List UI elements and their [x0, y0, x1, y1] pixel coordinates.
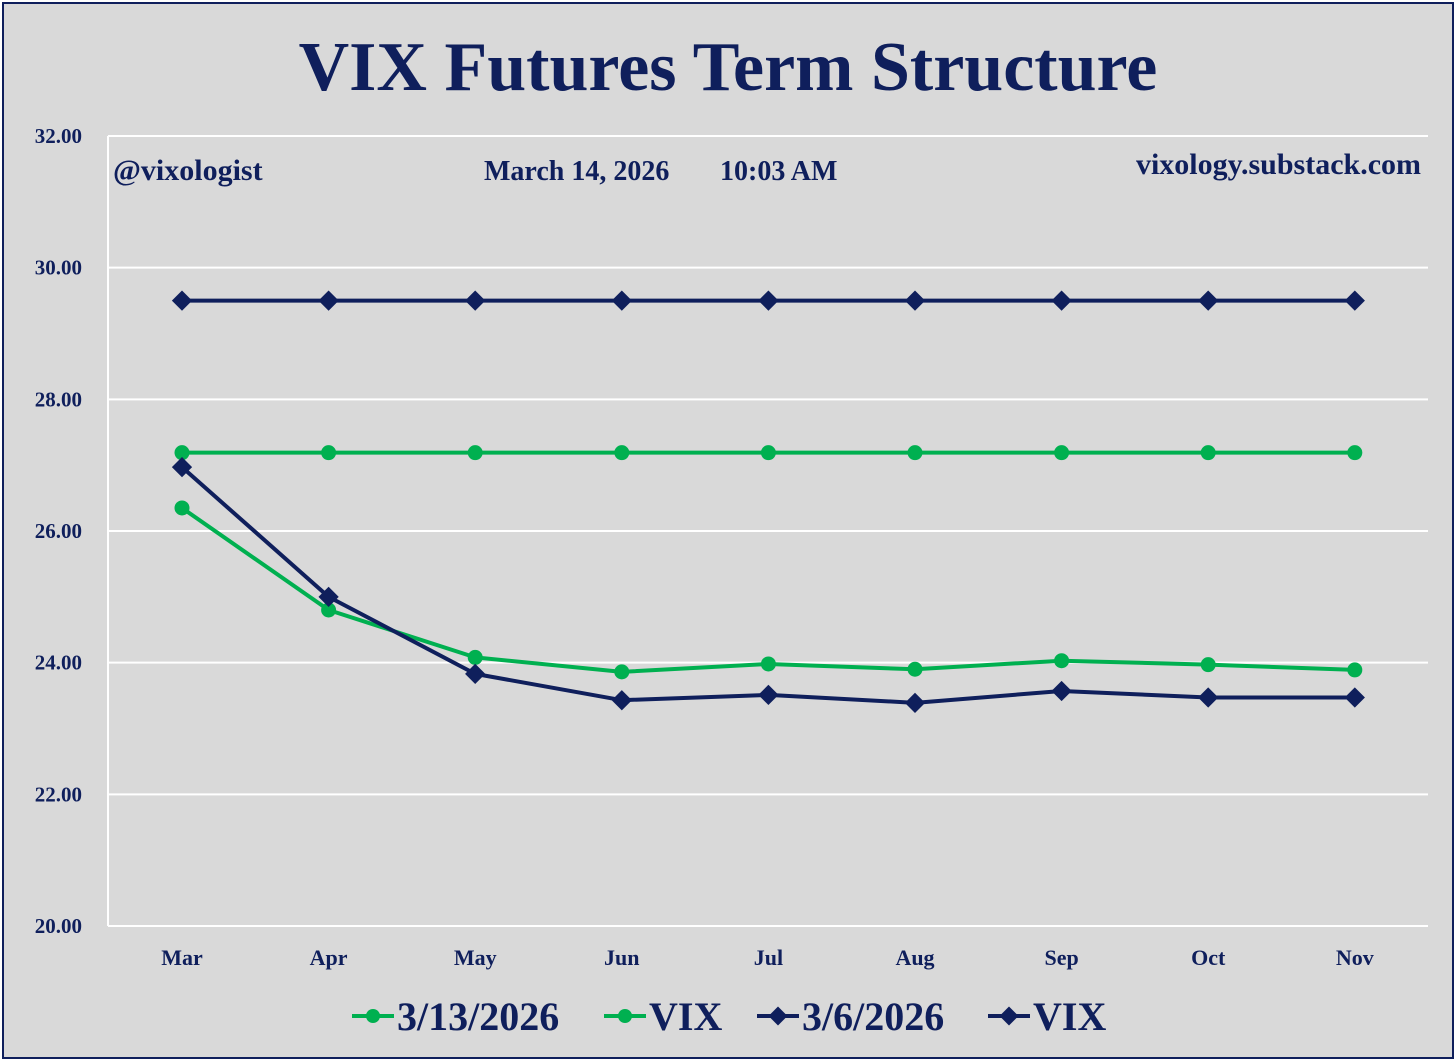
data-point	[614, 664, 630, 680]
series-1	[174, 445, 1363, 461]
annotation-site: vixology.substack.com	[1136, 148, 1421, 181]
data-point	[321, 602, 337, 618]
data-point	[758, 290, 779, 311]
x-axis: Mar Apr May Jun Jul Aug Sep Oct Nov	[161, 945, 1374, 970]
data-point	[1054, 653, 1070, 669]
data-point	[1347, 445, 1363, 461]
y-tick-label: 20.00	[35, 914, 82, 938]
data-point	[1198, 687, 1219, 708]
y-tick-label: 28.00	[35, 387, 82, 411]
series-3	[171, 290, 1365, 311]
data-point	[321, 445, 337, 461]
data-point	[1344, 290, 1365, 311]
series-layer	[171, 290, 1365, 713]
series-2	[171, 457, 1365, 713]
legend-swatch-marker	[366, 1009, 380, 1023]
data-point	[1200, 445, 1216, 461]
data-point	[760, 656, 776, 672]
data-point	[171, 290, 193, 311]
data-point	[467, 649, 483, 665]
data-point	[318, 290, 339, 311]
data-point	[611, 690, 632, 711]
data-point	[1051, 680, 1072, 702]
x-tick-label: Oct	[1191, 945, 1226, 970]
legend-item: 3/13/2026	[352, 994, 559, 1039]
annotation-date: March 14, 2026	[484, 156, 669, 187]
annotations: @vixologist March 14, 2026 10:03 AM vixo…	[113, 148, 1421, 187]
legend-item: VIX	[988, 994, 1106, 1039]
legend-swatch-marker	[999, 1006, 1019, 1026]
legend: 3/13/2026 VIX 3/6/2026 VIX	[352, 994, 1106, 1039]
data-point	[174, 445, 190, 461]
data-point	[1051, 290, 1072, 311]
data-point	[467, 445, 483, 461]
x-tick-label: Jun	[604, 945, 639, 970]
legend-label: VIX	[1033, 994, 1106, 1039]
data-point	[907, 445, 923, 461]
data-point	[171, 457, 193, 478]
data-point	[760, 445, 776, 461]
x-tick-label: Sep	[1044, 945, 1078, 970]
series-0	[174, 500, 1363, 680]
x-tick-label: Jul	[754, 945, 783, 970]
y-tick-label: 24.00	[35, 651, 82, 675]
legend-swatch-marker	[768, 1006, 788, 1026]
x-tick-label: Mar	[161, 945, 203, 970]
annotation-time: 10:03 AM	[720, 156, 837, 187]
series-line	[180, 506, 1355, 674]
data-point	[611, 290, 632, 311]
legend-label: 3/6/2026	[802, 994, 944, 1039]
legend-swatch-marker	[618, 1009, 632, 1023]
data-point	[904, 290, 926, 311]
data-point	[1347, 662, 1363, 678]
y-axis: 20.00 22.00 24.00 26.00 28.00 30.00 32.00	[35, 124, 82, 938]
annotation-handle: @vixologist	[113, 154, 263, 187]
legend-item: VIX	[604, 994, 722, 1039]
x-tick-label: Aug	[895, 945, 934, 970]
legend-label: 3/13/2026	[397, 994, 559, 1039]
y-tick-label: 22.00	[35, 782, 82, 806]
legend-label: VIX	[649, 994, 722, 1039]
y-tick-label: 32.00	[35, 124, 82, 148]
data-point	[318, 586, 339, 607]
data-point	[904, 692, 926, 713]
data-point	[614, 445, 630, 461]
chart-title: VIX Futures Term Structure	[298, 29, 1158, 106]
legend-item: 3/6/2026	[757, 994, 944, 1039]
data-point	[907, 661, 923, 677]
data-point	[1200, 657, 1216, 673]
data-point	[174, 500, 190, 516]
y-tick-label: 26.00	[35, 519, 82, 543]
data-point	[1054, 445, 1070, 461]
gridlines	[107, 135, 1428, 927]
data-point	[758, 684, 779, 706]
data-point	[1198, 290, 1219, 311]
data-point	[465, 290, 486, 311]
x-tick-label: May	[454, 945, 497, 970]
x-tick-label: Apr	[310, 945, 348, 970]
y-tick-label: 30.00	[35, 256, 82, 280]
data-point	[465, 663, 486, 684]
data-point	[1344, 687, 1365, 708]
x-tick-label: Nov	[1336, 945, 1374, 970]
